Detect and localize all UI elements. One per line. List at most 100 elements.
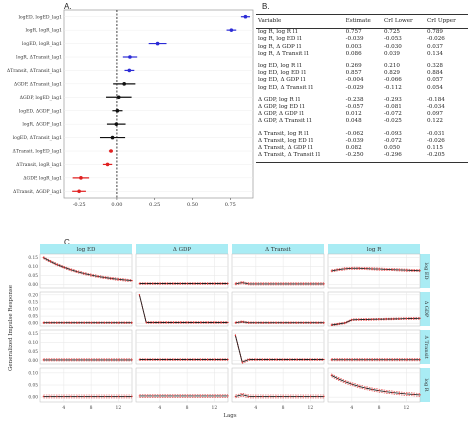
table-cell-value: -0.062: [345, 130, 364, 137]
table-cell-value: -0.184: [426, 96, 445, 103]
irf-point: [357, 385, 360, 387]
irf-point: [296, 322, 298, 324]
table-row: Δ Transit, Δ Transit l1 -0.250 -0.296 -0.20…: [256, 152, 468, 164]
irf-point: [344, 359, 346, 361]
irf-point: [42, 322, 45, 324]
irf-point: [241, 321, 243, 323]
irf-point: [179, 395, 181, 397]
irf-y-tick-label: 0.00: [28, 283, 38, 288]
irf-point: [419, 359, 421, 361]
irf-point: [248, 322, 250, 324]
irf-point: [398, 269, 401, 271]
irf-point: [138, 358, 141, 361]
irf-point: [364, 267, 367, 270]
irf-point: [255, 395, 257, 398]
irf-point: [351, 359, 353, 361]
irf-point: [131, 359, 133, 361]
irf-column-strip: [136, 244, 228, 254]
irf-point: [357, 318, 360, 321]
irf-point: [63, 266, 65, 269]
irf-panel: [39, 329, 133, 365]
irf-column-label: Δ Transit: [265, 247, 291, 253]
irf-point: [385, 318, 387, 320]
irf-x-tick-label: 12: [308, 405, 314, 411]
irf-point: [227, 358, 229, 361]
irf-point: [90, 359, 92, 361]
irf-point: [90, 395, 92, 398]
irf-point: [296, 395, 298, 398]
irf-row-label: Δ Transit: [423, 335, 429, 358]
forest-row-label: ΔTransit, logED_lag1: [13, 149, 63, 155]
table-cell-value: 0.054: [426, 84, 443, 91]
irf-row-strip: [420, 368, 430, 402]
forest-plot: logED, logED_lag1 logR, logR_lag1 logED, l…: [7, 9, 254, 208]
forest-point: [116, 95, 121, 100]
irf-panel: [135, 329, 229, 365]
irf-point: [351, 267, 353, 270]
irf-upper-band: [331, 373, 421, 394]
table-row: Δ Transit, log R l1 -0.062 -0.093 -0.031: [256, 126, 468, 138]
irf-point: [138, 395, 141, 397]
irf-lower-band: [235, 336, 324, 364]
irf-point: [213, 358, 216, 361]
forest-point: [155, 41, 160, 46]
forest-row-label: ΔGDP, logED_lag1: [20, 95, 62, 101]
irf-point: [159, 321, 161, 324]
table-cell-value: -0.026: [426, 36, 445, 43]
irf-panel-area: [231, 253, 325, 289]
irf-point: [206, 395, 209, 397]
irf-point: [337, 323, 339, 325]
irf-point: [104, 359, 106, 361]
irf-response-line: [331, 267, 421, 272]
table-cell-value: -0.250: [343, 152, 382, 164]
irf-x-tick-label: 4: [62, 405, 65, 411]
irf-point: [56, 263, 58, 266]
irf-panel-area: [39, 253, 133, 289]
irf-y-tick-label: 0.05: [28, 315, 38, 320]
irf-y-tick-label: 0.05: [28, 274, 38, 279]
irf-point: [234, 395, 237, 398]
irf-y-tick-label: 0.10: [28, 341, 38, 346]
irf-point: [69, 395, 72, 398]
irf-point: [193, 395, 195, 397]
irf-point: [145, 395, 147, 397]
irf-point: [110, 359, 113, 361]
forest-point: [127, 68, 132, 73]
table-row: log R, log R l1 0.757 0.725 0.789: [256, 29, 468, 37]
table-cell-variable: log R, log ED l1: [258, 36, 303, 43]
table-cell-value: -0.030: [383, 43, 402, 50]
table-cell-value: -0.031: [426, 130, 445, 137]
irf-point: [76, 395, 79, 398]
panel-a-label: A.: [64, 2, 72, 11]
irf-response-line: [235, 321, 324, 324]
irf-upper-band: [235, 334, 324, 362]
irf-point: [405, 393, 408, 395]
irf-point: [63, 395, 65, 398]
forest-point: [243, 14, 248, 19]
irf-panel: [135, 253, 229, 289]
irf-y-tick-label: 0.00: [28, 396, 38, 401]
irf-point: [76, 359, 79, 361]
table-cell-variable: log R, Δ Transit l1: [258, 50, 310, 57]
table-cell-value: -0.034: [426, 104, 445, 111]
irf-column-label: log ED: [77, 247, 96, 253]
irf-point: [97, 275, 99, 278]
table-cell-value: 0.039: [383, 50, 400, 57]
irf-upper-band: [331, 317, 421, 325]
irf-point: [392, 391, 394, 394]
forest-point: [105, 162, 110, 167]
irf-point: [398, 392, 401, 395]
table-cell-value: 0.210: [383, 63, 400, 70]
irf-point: [268, 395, 271, 398]
irf-point: [323, 283, 325, 285]
irf-point: [145, 321, 147, 324]
irf-point: [289, 322, 291, 324]
forest-row-label: ΔTransit, ΔTransit_lag1: [7, 68, 62, 74]
irf-point: [241, 394, 243, 396]
panel-b-label: B.: [262, 2, 270, 11]
irf-point: [193, 282, 195, 285]
irf-x-tick-label: 8: [90, 405, 93, 411]
irf-response-line: [234, 335, 324, 363]
irf-row-label: Δ GDP: [423, 301, 429, 318]
irf-y-tick-label: 0.20: [28, 293, 38, 298]
